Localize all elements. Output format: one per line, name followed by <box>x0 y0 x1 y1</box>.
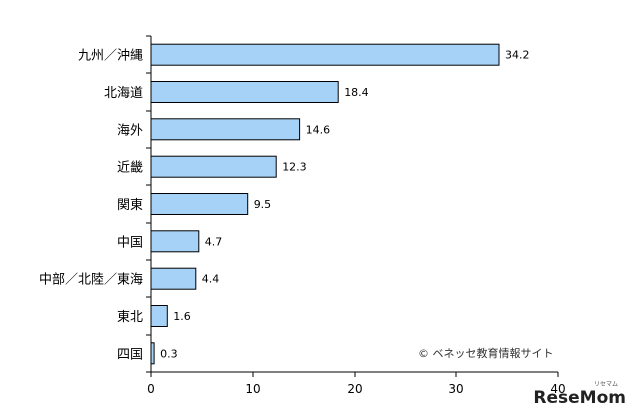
bar-0 <box>150 43 500 66</box>
value-label-7: 1.6 <box>173 310 191 323</box>
category-label-2: 海外 <box>117 123 143 138</box>
bar-1 <box>150 81 339 103</box>
x-tick-label-2: 20 <box>347 382 362 396</box>
bar-3 <box>150 155 277 178</box>
value-label-8: 0.3 <box>160 347 178 360</box>
category-label-7: 東北 <box>117 309 143 325</box>
x-tick-label-4: 40 <box>550 382 565 396</box>
value-label-2: 14.6 <box>306 123 331 136</box>
bar-2 <box>150 118 301 141</box>
bars-layer <box>150 43 500 365</box>
value-label-6: 4.4 <box>202 273 220 286</box>
category-label-3: 近畿 <box>117 161 143 176</box>
value-label-4: 9.5 <box>254 198 272 211</box>
x-tick-label-3: 30 <box>448 382 463 396</box>
category-label-4: 関東 <box>117 197 143 213</box>
x-tick-label-0: 0 <box>147 382 155 396</box>
bar-5 <box>150 230 200 253</box>
value-label-3: 12.3 <box>282 161 307 174</box>
bar-7 <box>150 305 168 327</box>
category-label-6: 中部／北陸／東海 <box>39 272 143 288</box>
value-label-5: 4.7 <box>205 235 223 248</box>
labels-layer: 九州／沖縄 34.2 北海道 18.4 海外 14.6 近畿 12.3 関東 9.5 中国 4.7 中部… <box>39 49 530 363</box>
bar-6 <box>150 267 197 290</box>
category-label-1: 北海道 <box>104 86 143 101</box>
value-label-0: 34.2 <box>505 49 530 62</box>
category-label-8: 四国 <box>117 347 143 362</box>
resemom-watermark: リセマム ReseMom <box>533 381 626 408</box>
watermark-sub-text: リセマム <box>594 381 618 388</box>
category-label-5: 中国 <box>117 235 143 250</box>
x-tick-label-1: 10 <box>245 382 260 396</box>
value-label-1: 18.4 <box>344 86 369 99</box>
category-label-0: 九州／沖縄 <box>78 49 143 64</box>
copyright-credit: © ベネッセ教育情報サイト <box>418 346 554 360</box>
axis-layer: 0 10 20 30 40 <box>146 35 566 396</box>
watermark-logo-text: ReseMom <box>533 388 626 408</box>
bar-4 <box>150 193 249 215</box>
